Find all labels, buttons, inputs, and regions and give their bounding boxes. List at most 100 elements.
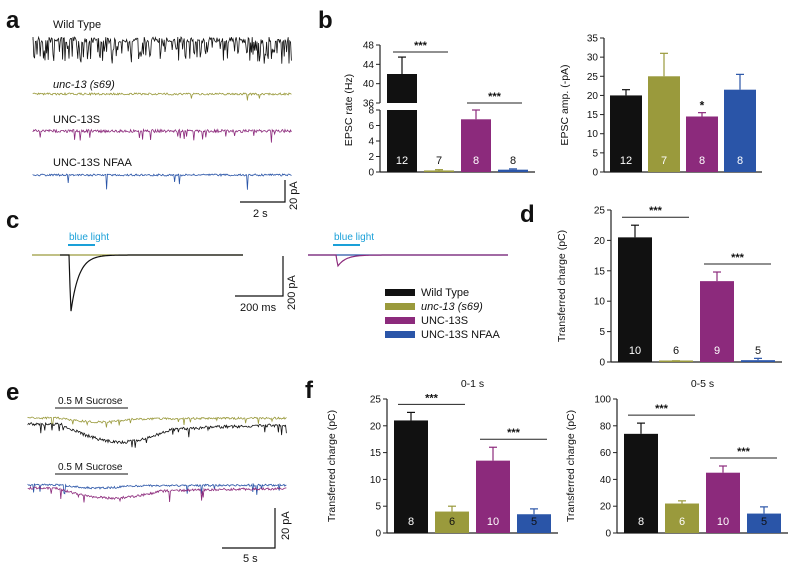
- light-label-right: blue light: [334, 232, 374, 243]
- b-amp-n-nfaa: 8: [737, 155, 743, 167]
- b-amp-tick-label: 5: [592, 148, 598, 159]
- f2-tick-label: 0: [605, 529, 611, 540]
- f1-n-unc13s: 10: [487, 516, 499, 528]
- f2-title: 0-5 s: [691, 378, 714, 390]
- scale-bar-a: [240, 180, 286, 203]
- d-bar-wild-type: [618, 237, 652, 362]
- d-ylabel: Transferred charge (pC): [556, 230, 568, 342]
- b-rate-bar-wild-type: [387, 74, 417, 172]
- f2-ylabel: Transferred charge (pC): [565, 410, 577, 522]
- d-sig-label: ***: [731, 252, 745, 264]
- d-tick-label: 25: [594, 206, 606, 217]
- f2-sig-label: ***: [737, 446, 751, 458]
- f2-sig-label: ***: [655, 403, 669, 415]
- chart-transferred-charge-0-1s: 0 5 10 15 20 25 Transferred charge (pC) 0-1 s 8 6…: [326, 378, 558, 540]
- legend-label-unc13s: UNC-13S: [421, 315, 468, 327]
- b-amp-tick-label: 15: [587, 110, 599, 121]
- b-amp-bar-wild-type: [610, 95, 642, 172]
- b-rate-tick-label: 6: [368, 121, 374, 132]
- panel-letter-a: a: [6, 7, 20, 34]
- b-amp-tick-label: 30: [587, 53, 599, 64]
- scale-time-c: 200 ms: [240, 302, 277, 314]
- trace-a-unc13s: [32, 128, 292, 143]
- scale-bar-c: [235, 256, 284, 297]
- scale-time-e: 5 s: [243, 553, 258, 565]
- b-rate-break-gap: [386, 103, 418, 110]
- f2-n-nfaa: 5: [761, 516, 767, 528]
- f1-tick-label: 5: [375, 502, 381, 513]
- b-amp-bar-unc13: [648, 76, 680, 172]
- sucrose-label-top: 0.5 M Sucrose: [58, 396, 123, 407]
- d-n-nfaa: 5: [755, 345, 761, 357]
- chart-transferred-charge-light: 0 5 10 15 20 25 Transferred charge (pC) 10 6 9 5 **…: [556, 205, 782, 369]
- b-rate-tick-label: 36: [363, 99, 375, 110]
- trace-label-nfaa: UNC-13S NFAA: [53, 157, 133, 169]
- b-amp-tick-label: 10: [587, 129, 599, 140]
- f1-sig-label: ***: [507, 427, 521, 439]
- b-amp-n-wild-type: 12: [620, 155, 632, 167]
- legend-label-unc13: unc-13 (s69): [421, 301, 483, 313]
- trace-e-wild-type: [27, 421, 287, 448]
- f1-bar-nfaa: [517, 514, 551, 533]
- f2-tick-label: 60: [600, 448, 612, 459]
- legend-label-nfaa: UNC-13S NFAA: [421, 329, 501, 341]
- d-tick-label: 0: [599, 358, 605, 369]
- trace-e-nfaa: [27, 482, 287, 495]
- trace-label-wild-type: Wild Type: [53, 19, 101, 31]
- trace-label-unc13s: UNC-13S: [53, 114, 100, 126]
- f2-tick-label: 100: [594, 395, 611, 406]
- trace-a-wild-type: [32, 35, 292, 64]
- f1-tick-label: 10: [370, 475, 382, 486]
- b-amp-n-unc13s: 8: [699, 155, 705, 167]
- traces-panel-a: [32, 35, 292, 190]
- legend-label-wild-type: Wild Type: [421, 287, 469, 299]
- b-amp-tick-label: 35: [587, 34, 599, 45]
- d-bar-unc13s: [700, 281, 734, 362]
- f2-tick-label: 80: [600, 421, 612, 432]
- b-amp-ylabel: EPSC amp. (-pA): [559, 64, 571, 145]
- b-rate-tick-label: 48: [363, 41, 375, 52]
- f2-n-unc13s: 10: [717, 516, 729, 528]
- b-rate-tick-label: 0: [368, 168, 374, 179]
- d-tick-label: 10: [594, 297, 606, 308]
- traces-panel-c: [32, 254, 508, 312]
- traces-panel-e: [27, 416, 287, 503]
- scale-time-a: 2 s: [253, 208, 268, 220]
- d-tick-label: 5: [599, 327, 605, 338]
- legend-swatch-wild-type: [385, 289, 415, 296]
- b-rate-n-unc13: 7: [436, 155, 442, 167]
- scale-bar-e: [222, 508, 276, 549]
- d-n-unc13s: 9: [714, 345, 720, 357]
- b-amp-tick-label: 0: [592, 168, 598, 179]
- trace-c-wild-type: [60, 254, 243, 312]
- trace-c-unc13s: [308, 254, 508, 268]
- d-n-wild-type: 10: [629, 345, 641, 357]
- trace-a-unc13: [32, 92, 292, 101]
- f1-ylabel: Transferred charge (pC): [326, 410, 338, 522]
- f1-bar-unc13s: [476, 460, 510, 533]
- b-rate-bar-nfaa: [498, 169, 528, 172]
- f2-bar-unc13: [665, 503, 699, 533]
- b-rate-tick-label: 4: [368, 137, 374, 148]
- panel-letter-c: c: [6, 207, 19, 234]
- f1-n-unc13: 6: [449, 516, 455, 528]
- panel-letter-e: e: [6, 379, 19, 406]
- f2-n-wild-type: 8: [638, 516, 644, 528]
- b-rate-tick-label: 8: [368, 106, 374, 117]
- legend-swatch-unc13: [385, 303, 415, 310]
- chart-epsc-amplitude: 0 5 10 15 20 25 30 35 EPSC amp. (-pA) 12 7 8 8 *: [559, 34, 762, 179]
- b-rate-tick-label: 40: [363, 79, 375, 90]
- f1-title: 0-1 s: [461, 378, 484, 390]
- b-amp-tick-label: 20: [587, 91, 599, 102]
- f1-n-nfaa: 5: [531, 516, 537, 528]
- f1-bar-wild-type: [394, 420, 428, 533]
- b-rate-bar-unc13: [424, 170, 454, 172]
- b-rate-bar-unc13s: [461, 119, 491, 172]
- legend-swatch-nfaa: [385, 331, 415, 338]
- panel-letter-b: b: [318, 7, 333, 34]
- b-amp-bar-unc13s: [686, 116, 718, 172]
- f1-tick-label: 20: [370, 421, 382, 432]
- trace-e-unc13: [27, 416, 287, 428]
